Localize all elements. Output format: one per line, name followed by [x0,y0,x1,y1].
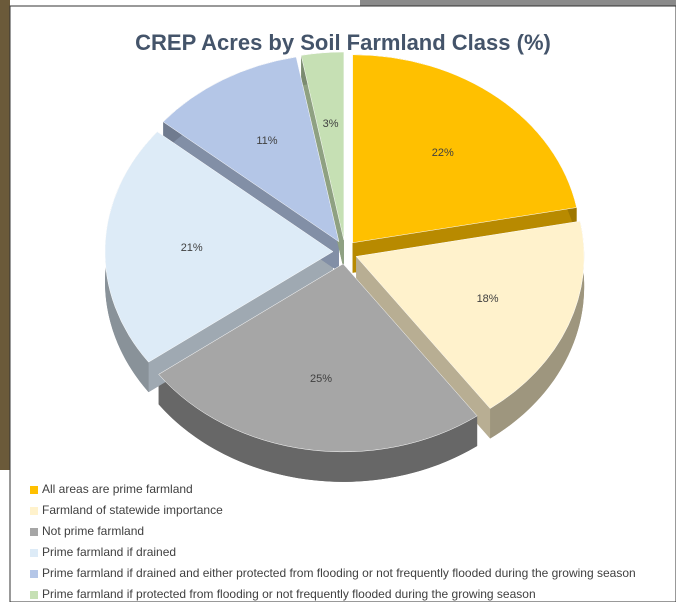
legend-label: Not prime farmland [42,524,144,538]
data-label: 18% [477,293,499,305]
pie-tops: 22% 18% 25% 21% 11% 3% [104,51,585,453]
legend-swatch [30,528,38,536]
legend-label: Prime farmland if protected from floodin… [42,587,536,601]
slice [104,131,334,363]
data-label: 3% [323,118,339,130]
data-label: 22% [432,147,454,159]
data-label: 25% [310,373,332,385]
slice [162,56,340,243]
slice-side [490,221,585,439]
slice [300,51,345,241]
photo-edge [0,0,10,470]
data-label: 11% [256,135,277,147]
legend-label: Prime farmland if drained [42,545,176,559]
slice-side [158,374,478,482]
legend-label: Prime farmland if drained and either pro… [42,566,636,580]
legend-swatch [30,591,38,599]
photo-edge [360,0,676,6]
legend-swatch [30,549,38,557]
legend-label: Farmland of statewide importance [42,503,223,517]
slice [158,263,478,453]
legend-swatch [30,570,38,578]
legend-swatch [30,507,38,515]
legend-label: All areas are prime farmland [42,482,193,496]
legend-swatch [30,486,38,494]
chart-title: CREP Acres by Soil Farmland Class (%) [135,30,551,55]
slice [352,54,577,244]
data-label: 21% [181,242,203,254]
slice [355,220,585,409]
